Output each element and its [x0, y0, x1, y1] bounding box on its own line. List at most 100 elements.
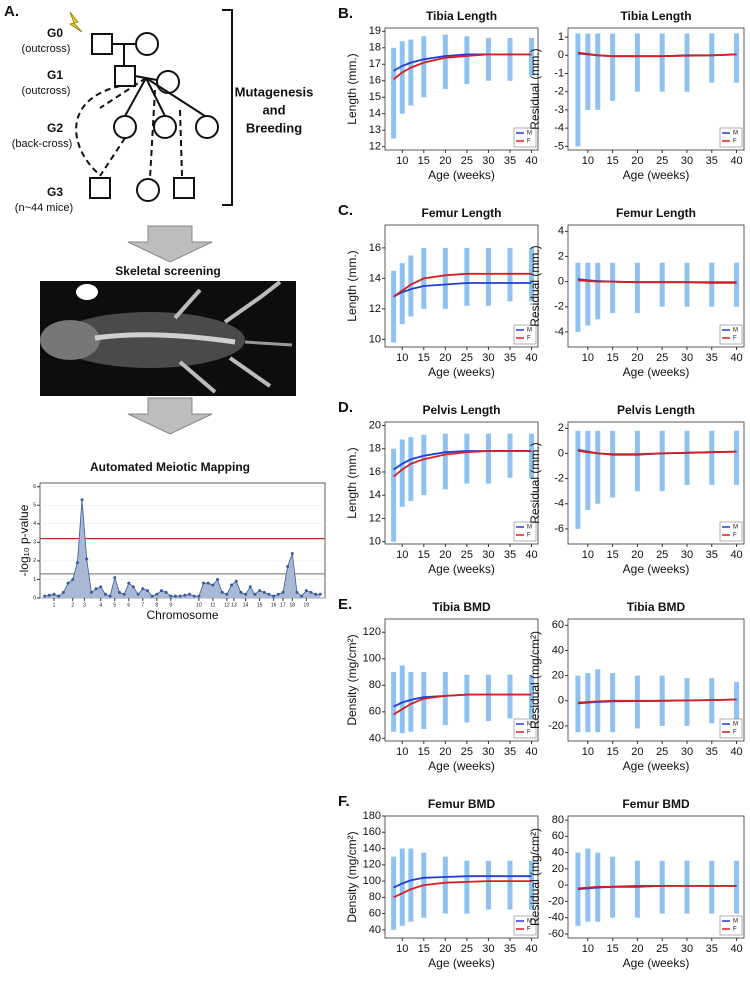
- chart-title: Automated Meiotic Mapping: [90, 460, 250, 474]
- y-tick-label: -2: [554, 86, 564, 98]
- x-tick-label: 35: [504, 352, 516, 364]
- spread-column: [709, 33, 715, 83]
- score-point: [80, 498, 84, 502]
- y-tick-label: 17: [369, 58, 381, 70]
- fit-line: [393, 875, 532, 889]
- x-tick-label: 30: [482, 943, 494, 955]
- chart-title: Femur BMD: [622, 797, 690, 811]
- x-tick-label: 16: [271, 602, 277, 608]
- x-tick-label: 25: [656, 155, 668, 167]
- x-tick-label: 10: [396, 155, 408, 167]
- x-tick-label: 25: [656, 549, 668, 561]
- spread-column: [575, 675, 581, 733]
- legend-label: F: [527, 336, 531, 342]
- x-tick-label: 20: [631, 352, 643, 364]
- score-point: [103, 592, 107, 596]
- y-tick-label: 1: [33, 577, 36, 583]
- legend-box: [513, 127, 537, 148]
- spread-column: [734, 430, 740, 485]
- score-point: [117, 590, 121, 594]
- spread-column: [529, 247, 535, 302]
- legend-label: M: [527, 919, 532, 925]
- spread-column: [464, 247, 470, 306]
- y-tick-label: 60: [552, 830, 564, 842]
- legend-box: [513, 521, 537, 542]
- spread-column: [399, 41, 405, 114]
- x-tick-label: 30: [482, 549, 494, 561]
- score-point: [131, 585, 135, 589]
- fit-line: [393, 693, 532, 716]
- legend-label: F: [733, 336, 737, 342]
- generation-note: (outcross): [22, 85, 71, 97]
- y-axis-label: Length (mm.): [345, 447, 359, 518]
- score-point: [150, 594, 154, 598]
- legend-label: M: [733, 525, 738, 531]
- score-point: [239, 590, 243, 594]
- spread-column: [442, 672, 448, 726]
- score-point: [75, 561, 79, 565]
- score-point: [267, 592, 271, 596]
- spread-column: [421, 434, 427, 496]
- legend-label: F: [733, 927, 737, 933]
- score-point: [318, 592, 322, 596]
- x-tick-label: 35: [706, 943, 718, 955]
- generation-note: (n~44 mice): [15, 202, 73, 214]
- spread-column: [464, 433, 470, 484]
- y-tick-label: 15: [369, 91, 381, 103]
- spread-column: [464, 674, 470, 723]
- y-tick-label: 120: [363, 626, 381, 638]
- x-tick-label: 10: [396, 549, 408, 561]
- score-point: [169, 594, 173, 598]
- score-point: [202, 581, 206, 585]
- y-tick-label: 40: [552, 644, 564, 656]
- legend-label: F: [733, 533, 737, 539]
- legend-label: F: [527, 927, 531, 933]
- x-axis-label: Age (weeks): [623, 759, 690, 773]
- chart-title: Femur Length: [422, 206, 502, 220]
- x-tick-label: 13: [231, 602, 237, 608]
- x-tick-label: 10: [396, 352, 408, 364]
- spread-column: [634, 675, 640, 729]
- x-tick-label: 25: [461, 155, 473, 167]
- fit-line: [393, 282, 532, 298]
- x-tick-label: 19: [304, 602, 310, 608]
- x-tick-label: 15: [418, 746, 430, 758]
- y-tick-label: 0: [558, 49, 564, 61]
- spread-column: [659, 860, 665, 914]
- y-tick-label: 160: [363, 826, 381, 838]
- y-axis-label: Density (mg/cm²): [345, 634, 359, 725]
- spread-column: [485, 37, 491, 81]
- score-point: [281, 590, 285, 594]
- spread-column: [585, 33, 591, 110]
- y-tick-label: 80: [552, 814, 564, 826]
- y-tick-label: 16: [369, 75, 381, 87]
- x-tick-label: 20: [631, 943, 643, 955]
- y-tick-label: 5: [33, 503, 36, 509]
- spread-column: [595, 262, 601, 320]
- spread-column: [709, 262, 715, 307]
- spread-column: [408, 672, 414, 732]
- score-point: [159, 589, 163, 593]
- x-tick-label: 10: [582, 943, 594, 955]
- bracket-label: Mutagenesis: [235, 84, 314, 99]
- y-tick-label: -2: [554, 473, 564, 485]
- score-point: [89, 590, 93, 594]
- x-tick-label: 30: [681, 155, 693, 167]
- y-tick-label: 0: [33, 595, 36, 601]
- y-tick-label: 100: [363, 653, 381, 665]
- spread-column: [391, 270, 397, 343]
- x-tick-label: 30: [681, 746, 693, 758]
- spread-column: [709, 430, 715, 485]
- y-axis-label: Length (mm.): [345, 53, 359, 124]
- x-tick-label: 35: [706, 549, 718, 561]
- spread-column: [575, 262, 581, 332]
- spread-column: [529, 433, 535, 478]
- y-tick-label: 4: [33, 521, 36, 527]
- y-tick-label: 1: [558, 31, 564, 43]
- fit-line: [393, 880, 532, 899]
- spread-column: [421, 672, 427, 730]
- score-point: [141, 587, 145, 591]
- generation-id: G3: [47, 185, 63, 199]
- x-tick-label: 25: [461, 746, 473, 758]
- spread-column: [585, 430, 591, 511]
